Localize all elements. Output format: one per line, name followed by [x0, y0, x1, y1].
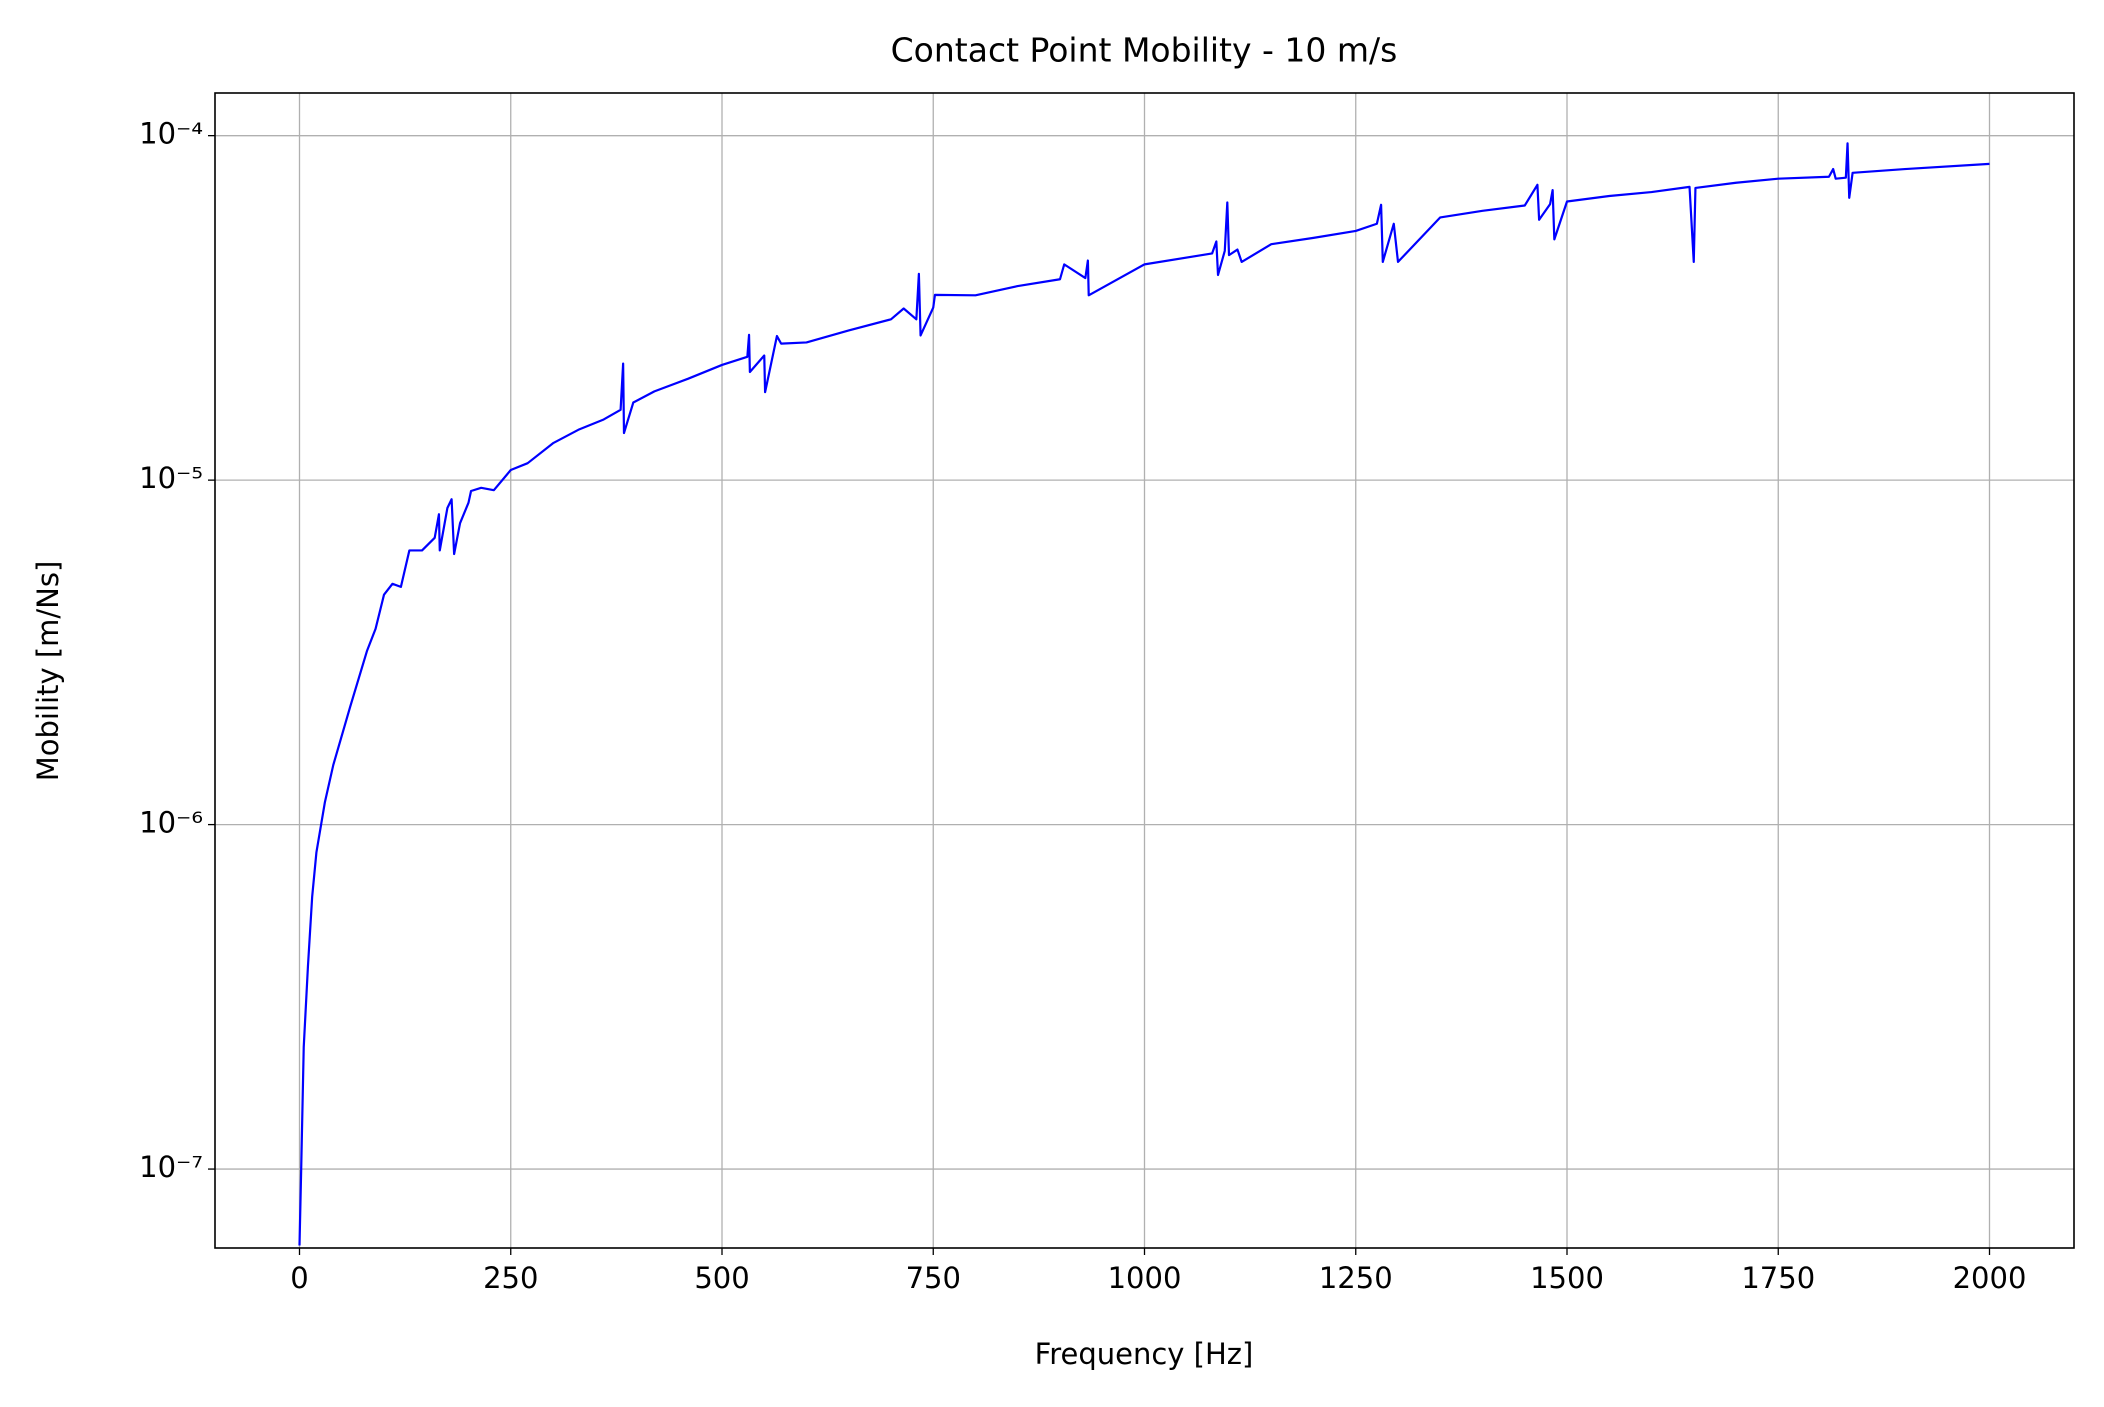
- y-tick-label: 10⁻⁶: [139, 806, 203, 840]
- y-axis-label: Mobility [m/Ns]: [31, 561, 65, 782]
- plot-frame: [214, 92, 2075, 1249]
- x-tick-label: 1250: [1319, 1261, 1393, 1295]
- y-tick-label: 10⁻⁷: [139, 1150, 203, 1184]
- x-tick-label: 1750: [1741, 1261, 1815, 1295]
- x-tick-label: 1500: [1530, 1261, 1604, 1295]
- x-tick-label: 750: [906, 1261, 961, 1295]
- x-tick-label: 1000: [1108, 1261, 1182, 1295]
- x-tick-label: 2000: [1953, 1261, 2027, 1295]
- y-tick-label: 10⁻⁵: [139, 461, 203, 495]
- y-tick-label: 10⁻⁴: [139, 117, 203, 151]
- chart-title: Contact Point Mobility - 10 m/s: [891, 31, 1398, 70]
- x-tick-label: 250: [483, 1261, 538, 1295]
- x-tick-label: 500: [694, 1261, 749, 1295]
- data-line: [298, 142, 1990, 1246]
- x-tick-label: 0: [290, 1261, 308, 1295]
- x-axis-label: Frequency [Hz]: [1035, 1337, 1254, 1371]
